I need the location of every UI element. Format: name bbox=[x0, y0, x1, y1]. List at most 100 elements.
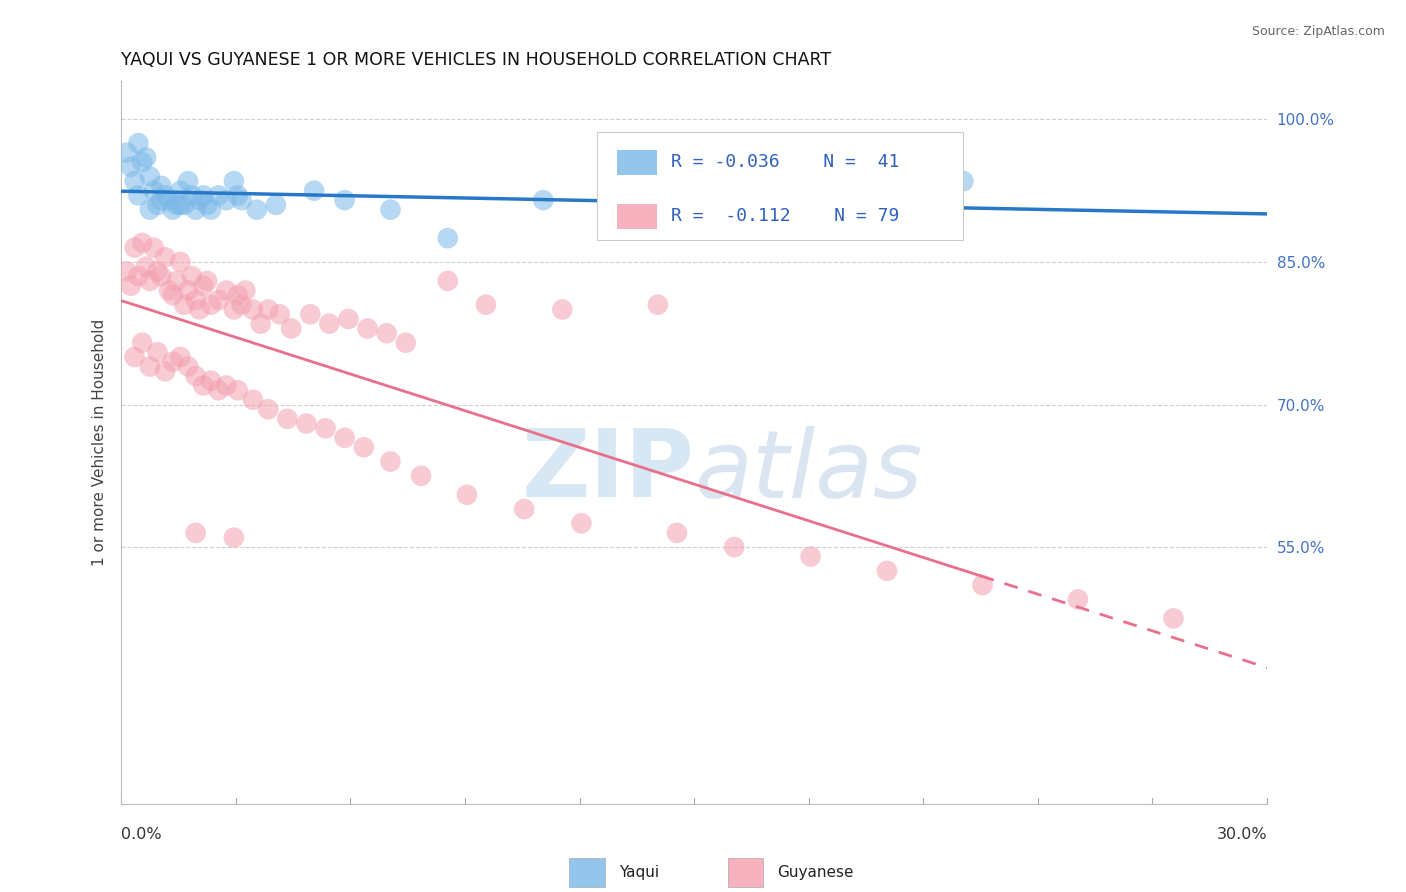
Point bbox=[200, 374, 222, 388]
Point bbox=[295, 417, 318, 431]
Point bbox=[257, 402, 280, 417]
Point bbox=[1163, 611, 1185, 625]
Point bbox=[215, 193, 238, 207]
Text: R =  -0.112    N = 79: R = -0.112 N = 79 bbox=[671, 208, 900, 226]
Point bbox=[195, 274, 218, 288]
Point bbox=[195, 198, 218, 212]
Point bbox=[876, 564, 898, 578]
Point bbox=[127, 136, 149, 150]
Point bbox=[184, 202, 207, 217]
Point bbox=[299, 307, 322, 321]
Point bbox=[131, 155, 153, 169]
Point bbox=[972, 578, 994, 592]
Point bbox=[193, 378, 215, 392]
Text: YAQUI VS GUYANESE 1 OR MORE VEHICLES IN HOUSEHOLD CORRELATION CHART: YAQUI VS GUYANESE 1 OR MORE VEHICLES IN … bbox=[121, 51, 831, 69]
Point bbox=[231, 298, 253, 312]
FancyBboxPatch shape bbox=[617, 150, 658, 175]
Point bbox=[242, 392, 264, 407]
Point bbox=[257, 302, 280, 317]
Point bbox=[231, 193, 253, 207]
Point bbox=[153, 364, 176, 378]
Point bbox=[647, 298, 669, 312]
Point bbox=[665, 525, 688, 540]
Point bbox=[177, 174, 200, 188]
FancyBboxPatch shape bbox=[596, 132, 963, 240]
Point bbox=[856, 193, 879, 207]
Point bbox=[235, 284, 257, 298]
Point bbox=[246, 202, 269, 217]
Point bbox=[375, 326, 398, 341]
Text: R = -0.036    N =  41: R = -0.036 N = 41 bbox=[671, 153, 900, 171]
Text: 0.0%: 0.0% bbox=[121, 828, 162, 842]
Point bbox=[184, 525, 207, 540]
Point bbox=[180, 188, 202, 202]
Point bbox=[380, 202, 402, 217]
Point bbox=[184, 293, 207, 307]
Point bbox=[169, 255, 191, 269]
Text: Yaqui: Yaqui bbox=[619, 865, 659, 880]
Point bbox=[146, 264, 169, 278]
Text: Guyanese: Guyanese bbox=[778, 865, 853, 880]
Point bbox=[162, 202, 184, 217]
Point bbox=[242, 302, 264, 317]
Point bbox=[142, 184, 165, 198]
Point bbox=[146, 345, 169, 359]
Point bbox=[166, 274, 188, 288]
Text: ZIP: ZIP bbox=[522, 425, 695, 517]
Point bbox=[177, 359, 200, 374]
Point bbox=[226, 188, 249, 202]
Point bbox=[173, 298, 195, 312]
Point bbox=[180, 269, 202, 284]
Point bbox=[193, 278, 215, 293]
Point bbox=[333, 431, 356, 445]
Point bbox=[276, 411, 298, 425]
Point bbox=[200, 202, 222, 217]
Point bbox=[153, 188, 176, 202]
Point bbox=[124, 241, 146, 255]
Point bbox=[120, 160, 142, 174]
Point bbox=[226, 288, 249, 302]
Point bbox=[115, 264, 138, 278]
Point bbox=[127, 188, 149, 202]
Point bbox=[222, 174, 245, 188]
Point bbox=[353, 440, 375, 454]
Point bbox=[184, 369, 207, 384]
Point bbox=[124, 350, 146, 364]
Point bbox=[800, 549, 823, 564]
Point bbox=[139, 202, 162, 217]
Point bbox=[139, 274, 162, 288]
Point bbox=[120, 278, 142, 293]
Point bbox=[169, 184, 191, 198]
Point bbox=[135, 150, 157, 164]
Point bbox=[207, 384, 229, 398]
Point bbox=[456, 488, 478, 502]
Point bbox=[146, 198, 169, 212]
Point bbox=[222, 302, 245, 317]
Point bbox=[142, 241, 165, 255]
Point bbox=[166, 198, 188, 212]
Point bbox=[269, 307, 291, 321]
Point bbox=[115, 145, 138, 160]
Point bbox=[395, 335, 418, 350]
Point bbox=[188, 302, 211, 317]
Point bbox=[226, 384, 249, 398]
Point bbox=[380, 454, 402, 468]
Point bbox=[571, 516, 593, 531]
Point bbox=[264, 198, 287, 212]
Point bbox=[162, 355, 184, 369]
Point bbox=[157, 284, 180, 298]
Text: Source: ZipAtlas.com: Source: ZipAtlas.com bbox=[1251, 25, 1385, 38]
Point bbox=[1067, 592, 1090, 607]
Point bbox=[531, 193, 554, 207]
Point bbox=[723, 540, 745, 554]
Point bbox=[157, 193, 180, 207]
Point bbox=[139, 359, 162, 374]
Point bbox=[207, 188, 229, 202]
Point bbox=[135, 260, 157, 274]
Point bbox=[356, 321, 378, 335]
Point bbox=[188, 193, 211, 207]
Point bbox=[436, 231, 458, 245]
FancyBboxPatch shape bbox=[617, 203, 658, 229]
Point bbox=[215, 378, 238, 392]
Point bbox=[551, 302, 574, 317]
